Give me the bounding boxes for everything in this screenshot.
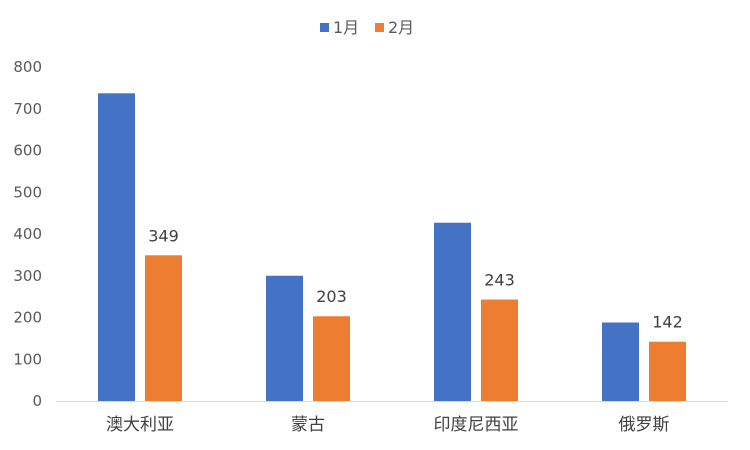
legend-swatch bbox=[375, 23, 384, 32]
y-tick-label: 0 bbox=[32, 392, 42, 410]
bar-series1 bbox=[602, 322, 639, 401]
x-tick-label: 蒙古 bbox=[291, 415, 325, 435]
y-axis: 0 100 200 300 400 500 600 700 800 bbox=[13, 58, 42, 410]
bar-series1 bbox=[98, 93, 135, 402]
y-tick-label: 100 bbox=[13, 350, 42, 368]
y-tick-label: 800 bbox=[13, 58, 42, 76]
bar-series1 bbox=[266, 275, 303, 401]
x-tick-label: 印度尼西亚 bbox=[434, 415, 519, 435]
x-axis: 澳大利亚 蒙古 印度尼西亚 俄罗斯 bbox=[106, 415, 670, 435]
y-tick-label: 300 bbox=[13, 267, 42, 285]
bar-series2 bbox=[145, 255, 182, 401]
y-tick-label: 500 bbox=[13, 183, 42, 201]
data-label: 142 bbox=[652, 313, 683, 332]
x-tick-label: 澳大利亚 bbox=[106, 415, 174, 435]
bar-series2 bbox=[313, 316, 350, 401]
bar-series2 bbox=[481, 299, 518, 401]
legend-swatch bbox=[320, 23, 329, 32]
legend: 1月 2月 bbox=[320, 18, 414, 37]
bars bbox=[98, 93, 686, 402]
data-label: 243 bbox=[484, 271, 515, 290]
bar-series2 bbox=[649, 341, 686, 401]
y-tick-label: 700 bbox=[13, 100, 42, 118]
data-label: 349 bbox=[148, 226, 179, 245]
y-tick-label: 400 bbox=[13, 225, 42, 243]
legend-label: 1月 bbox=[333, 18, 359, 37]
y-tick-label: 200 bbox=[13, 309, 42, 327]
x-tick-label: 俄罗斯 bbox=[619, 415, 670, 435]
y-tick-label: 600 bbox=[13, 142, 42, 160]
data-labels: 349 203 243 142 bbox=[148, 226, 683, 331]
data-label: 203 bbox=[316, 287, 347, 306]
legend-label: 2月 bbox=[388, 18, 414, 37]
bar-series1 bbox=[434, 222, 471, 401]
